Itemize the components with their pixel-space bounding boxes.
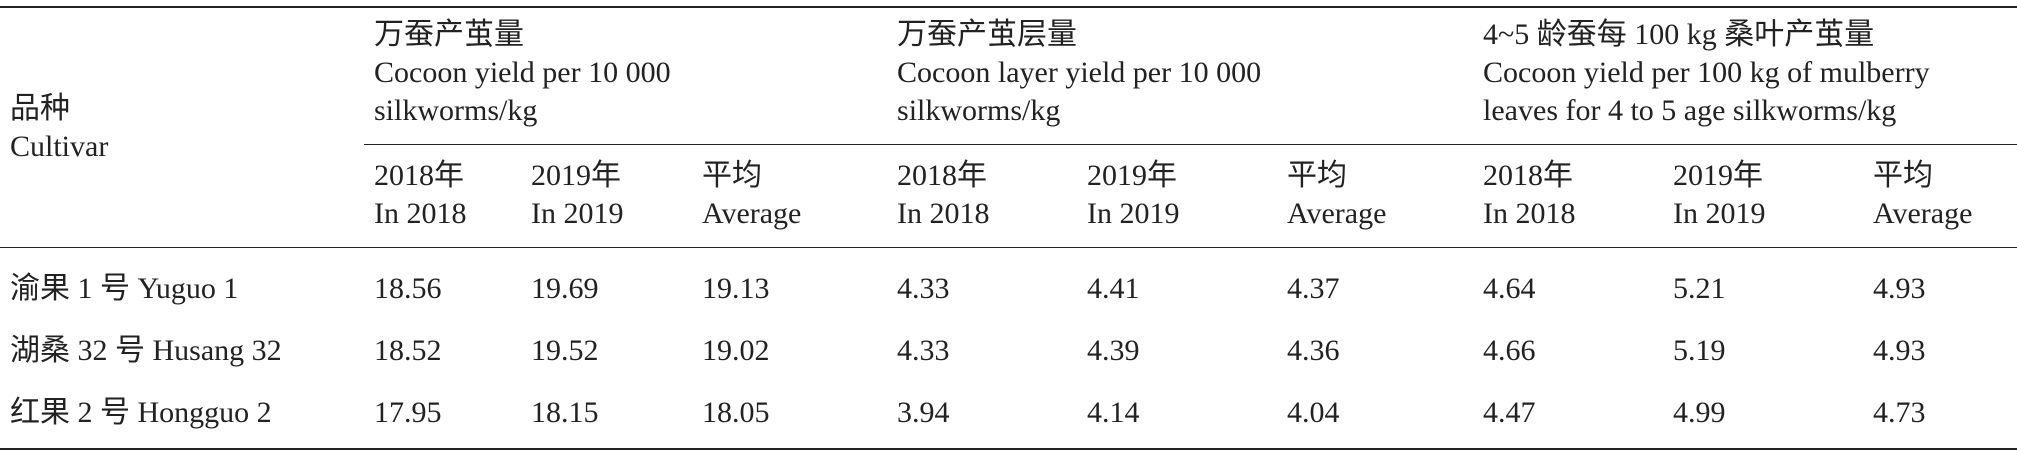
- value-cell: 5.21: [1673, 272, 1726, 305]
- cocoon-yield-table: 品种 Cultivar 万蚕产茧量 Cocoon yield per 10 00…: [0, 6, 2017, 450]
- value-cell: 18.15: [531, 396, 599, 429]
- sub-header-zh: 2019年: [1087, 159, 1178, 192]
- value-cell: 4.04: [1287, 396, 1340, 429]
- sub-header-2018: 2018年 In 2018: [877, 145, 1077, 248]
- value-cell: 4.47: [1483, 396, 1536, 429]
- sub-header-zh: 2018年: [374, 159, 464, 192]
- value-cell: 4.73: [1873, 396, 1926, 429]
- sub-header-2019: 2019年 In 2019: [521, 145, 692, 248]
- value-cell: 18.05: [702, 396, 770, 429]
- group-header-mulberry-yield: 4~5 龄蚕每 100 kg 桑叶产茧量 Cocoon yield per 10…: [1463, 7, 2017, 145]
- sub-header-en: Average: [1287, 197, 1387, 230]
- value-cell: 4.33: [897, 334, 950, 367]
- value-cell: 3.94: [897, 396, 950, 429]
- cultivar-cell: 渝果 1 号 Yuguo 1: [10, 272, 239, 305]
- table-row: 湖桑 32 号 Husang 32 18.52 19.52 19.02 4.33…: [0, 318, 2017, 380]
- sub-header-zh: 平均: [1873, 159, 1934, 192]
- sub-header-en: In 2018: [897, 197, 990, 230]
- value-cell: 5.19: [1673, 334, 1726, 367]
- group-header-cocoon-layer-yield: 万蚕产茧层量 Cocoon layer yield per 10 000 sil…: [877, 7, 1464, 145]
- value-cell: 4.39: [1087, 334, 1140, 367]
- sub-header-average: 平均 Average: [1863, 145, 2017, 248]
- group-header-zh: 万蚕产茧层量: [897, 18, 1078, 51]
- sub-header-en: Average: [702, 197, 802, 230]
- sub-header-en: In 2018: [1483, 197, 1576, 230]
- value-cell: 19.69: [531, 272, 599, 305]
- group-header-en-line: Cocoon layer yield per 10 000: [897, 56, 1262, 89]
- cultivar-header-zh: 品种: [10, 91, 70, 125]
- value-cell: 4.93: [1873, 272, 1926, 305]
- value-cell: 4.64: [1483, 272, 1536, 305]
- sub-header-zh: 平均: [702, 159, 762, 192]
- sub-header-2019: 2019年 In 2019: [1077, 145, 1277, 248]
- table-row: 红果 2 号 Hongguo 2 17.95 18.15 18.05 3.94 …: [0, 380, 2017, 449]
- sub-header-zh: 平均: [1287, 159, 1348, 192]
- sub-header-en: In 2019: [1673, 197, 1766, 230]
- sub-header-en: Average: [1873, 197, 1973, 230]
- sub-header-en: In 2019: [531, 197, 624, 230]
- group-header-en-line: Cocoon yield per 10 000: [374, 56, 671, 89]
- group-header-cocoon-yield: 万蚕产茧量 Cocoon yield per 10 000 silkworms/…: [364, 7, 878, 145]
- value-cell: 4.14: [1087, 396, 1140, 429]
- value-cell: 4.66: [1483, 334, 1536, 367]
- cultivar-cell: 湖桑 32 号 Husang 32: [10, 334, 282, 367]
- group-header-en-line: leaves for 4 to 5 age silkworms/kg: [1483, 94, 1897, 127]
- sub-header-2018: 2018年 In 2018: [1463, 145, 1663, 248]
- sub-header-2019: 2019年 In 2019: [1663, 145, 1863, 248]
- group-header-zh: 4~5 龄蚕每 100 kg 桑叶产茧量: [1483, 18, 1875, 51]
- value-cell: 19.13: [702, 272, 770, 305]
- value-cell: 4.41: [1087, 272, 1140, 305]
- sub-header-zh: 2019年: [531, 159, 621, 192]
- value-cell: 4.99: [1673, 396, 1726, 429]
- value-cell: 4.33: [897, 272, 950, 305]
- value-cell: 19.02: [702, 334, 770, 367]
- value-cell: 17.95: [374, 396, 442, 429]
- sub-header-en: In 2018: [374, 197, 467, 230]
- value-cell: 4.37: [1287, 272, 1340, 305]
- sub-header-zh: 2018年: [897, 159, 988, 192]
- data-table-container: 品种 Cultivar 万蚕产茧量 Cocoon yield per 10 00…: [0, 7, 2017, 449]
- sub-header-average: 平均 Average: [1277, 145, 1463, 248]
- sub-header-en: In 2019: [1087, 197, 1180, 230]
- value-cell: 4.93: [1873, 334, 1926, 367]
- cultivar-header-en: Cultivar: [10, 129, 109, 163]
- value-cell: 4.36: [1287, 334, 1340, 367]
- group-header-en-line: Cocoon yield per 100 kg of mulberry: [1483, 56, 1930, 89]
- cultivar-cell: 红果 2 号 Hongguo 2: [10, 396, 272, 429]
- sub-header-zh: 2018年: [1483, 159, 1574, 192]
- sub-header-2018: 2018年 In 2018: [364, 145, 521, 248]
- value-cell: 19.52: [531, 334, 599, 367]
- cultivar-header: 品种 Cultivar: [0, 7, 364, 248]
- value-cell: 18.52: [374, 334, 442, 367]
- sub-header-average: 平均 Average: [692, 145, 877, 248]
- group-header-en-line: silkworms/kg: [374, 94, 538, 127]
- group-header-zh: 万蚕产茧量: [374, 18, 524, 51]
- group-header-en-line: silkworms/kg: [897, 94, 1061, 127]
- value-cell: 18.56: [374, 272, 442, 305]
- table-row: 渝果 1 号 Yuguo 1 18.56 19.69 19.13 4.33 4.…: [0, 248, 2017, 319]
- sub-header-zh: 2019年: [1673, 159, 1764, 192]
